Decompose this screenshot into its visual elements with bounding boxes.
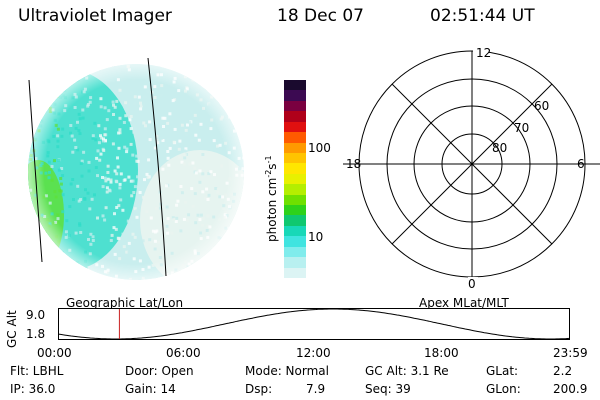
polar-mlt-grid: 12 18 6 0 60 70 80 — [343, 46, 600, 291]
status-filter: Flt: LBHL — [10, 364, 64, 378]
mlt-label-12: 12 — [476, 46, 491, 60]
status-door: Door: Open — [125, 364, 194, 378]
colorbar-segment — [284, 100, 306, 112]
colorbar-segment — [284, 215, 306, 226]
colorbar-segment — [284, 142, 306, 153]
status-gain: Gain: 14 — [125, 382, 176, 396]
geographic-label: Geographic Lat/Lon — [66, 296, 184, 310]
status-glon-label: GLon: — [486, 382, 521, 396]
status-ip: IP: 36.0 — [10, 382, 56, 396]
colorbar-segment — [284, 111, 306, 122]
colorbar-segment — [284, 121, 306, 133]
colorbar-segment — [284, 236, 306, 247]
uv-image-panel — [28, 57, 244, 280]
colorbar-segment — [284, 163, 306, 174]
x-tick-0600: 06:00 — [166, 346, 201, 360]
colorbar-segment — [284, 267, 306, 279]
orbit-plot-frame — [58, 308, 570, 340]
time-label: 02:51:44 UT — [430, 6, 535, 26]
colorbar-tick-100: 100 — [308, 141, 331, 155]
lat-label-80: 80 — [492, 141, 507, 155]
gc-alt-min-label: 1.8 — [26, 327, 46, 341]
status-dsp-value: 7.9 — [306, 382, 326, 396]
status-dsp-label: Dsp: — [245, 382, 273, 396]
status-seq: Seq: 39 — [365, 382, 411, 396]
colorbar-segment — [284, 246, 306, 258]
gc-alt-axis-label: GC Alt — [5, 310, 19, 348]
colorbar-segment — [284, 257, 306, 268]
lat-label-60: 60 — [534, 99, 549, 113]
colorbar — [284, 80, 306, 279]
mlt-label-6: 6 — [577, 157, 585, 171]
colorbar-segment — [284, 205, 306, 216]
mlt-label-18: 18 — [346, 157, 361, 171]
colorbar-segment — [284, 225, 306, 237]
colorbar-segment — [284, 132, 306, 143]
orbit-plot — [58, 308, 570, 340]
colorbar-segment — [284, 152, 306, 164]
colorbar-segment — [284, 184, 306, 195]
geo-meridian-line — [28, 79, 43, 263]
x-tick-1800: 18:00 — [424, 346, 459, 360]
date-label: 18 Dec 07 — [277, 6, 364, 26]
status-glat-label: GLat: — [486, 364, 519, 378]
mlt-line-diag — [391, 83, 553, 245]
mlt-label-0: 0 — [468, 277, 476, 291]
x-tick-2359: 23:59 — [553, 346, 588, 360]
geo-meridian-line — [147, 57, 167, 277]
status-glat-value: 2.2 — [553, 364, 573, 378]
instrument-title: Ultraviolet Imager — [18, 6, 172, 26]
colorbar-segment — [284, 80, 306, 91]
x-tick-0000: 00:00 — [37, 346, 72, 360]
status-glon-value: 200.9 — [553, 382, 588, 396]
colorbar-segment — [284, 90, 306, 101]
apex-label: Apex MLat/MLT — [419, 296, 509, 310]
status-gc-alt: GC Alt: 3.1 Re — [365, 364, 449, 378]
status-mode: Mode: Normal — [245, 364, 329, 378]
x-tick-1200: 12:00 — [296, 346, 331, 360]
colorbar-segment — [284, 173, 306, 185]
colorbar-unit-label: photon cm-2s-1 — [264, 155, 279, 242]
colorbar-segment — [284, 194, 306, 206]
colorbar-tick-10: 10 — [308, 230, 324, 244]
lat-label-70: 70 — [514, 121, 529, 135]
altitude-curve — [58, 308, 570, 340]
uv-disk-image — [28, 64, 244, 280]
gc-alt-max-label: 9.0 — [26, 308, 46, 322]
